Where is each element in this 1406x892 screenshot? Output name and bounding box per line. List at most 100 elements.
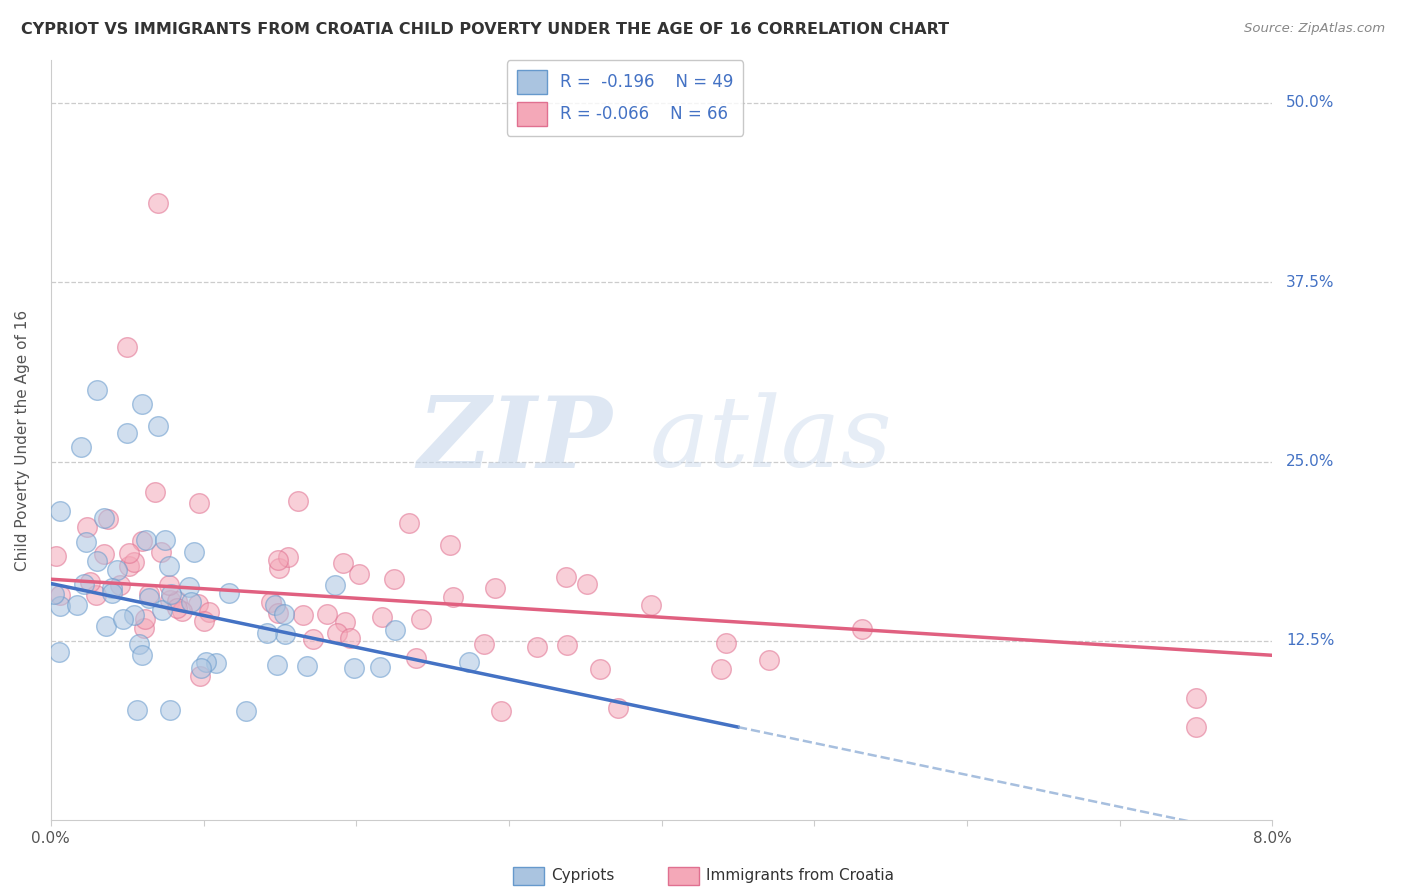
Point (45, 549, 67, 563)
Point (235, 704, 257, 718)
Point (49, 588, 72, 602)
Point (146, 418, 169, 433)
Point (640, 599, 662, 613)
Point (131, 397, 153, 411)
Point (316, 607, 339, 622)
Text: Cypriots: Cypriots (551, 869, 614, 883)
Point (302, 632, 325, 646)
Point (170, 603, 193, 617)
Point (124, 555, 146, 569)
Text: ZIP: ZIP (418, 392, 613, 488)
Point (138, 591, 160, 606)
Point (138, 587, 160, 601)
Point (193, 614, 215, 628)
Point (188, 669, 211, 683)
Point (368, 659, 391, 673)
Point (105, 563, 128, 577)
Point (72, 576, 94, 591)
Point (128, 637, 150, 651)
Point (554, 570, 576, 584)
Point (371, 609, 394, 624)
Point (112, 612, 135, 626)
Point (157, 578, 180, 592)
Point (115, 425, 138, 440)
Point (76, 520, 98, 534)
Point (1185, 690, 1208, 705)
Point (118, 558, 141, 573)
Point (187, 598, 209, 612)
Text: Source: ZipAtlas.com: Source: ZipAtlas.com (1244, 22, 1385, 36)
Point (94, 618, 117, 632)
Point (194, 655, 217, 669)
Point (260, 595, 283, 609)
Point (143, 484, 166, 499)
Point (153, 533, 176, 547)
Point (150, 545, 173, 559)
Point (101, 581, 124, 595)
Point (274, 627, 297, 641)
Legend: R =  -0.196    N = 49, R = -0.066    N = 66: R = -0.196 N = 49, R = -0.066 N = 66 (506, 61, 744, 136)
Point (179, 580, 201, 594)
Point (122, 607, 145, 622)
Point (256, 626, 278, 640)
Point (97, 511, 120, 525)
Point (277, 549, 299, 564)
Point (198, 605, 221, 619)
Point (159, 704, 181, 718)
Point (273, 607, 295, 621)
Point (382, 572, 405, 586)
Point (48, 504, 70, 518)
Point (86, 383, 108, 397)
Point (183, 544, 205, 558)
Point (458, 655, 481, 669)
Point (266, 607, 288, 621)
Point (101, 586, 124, 600)
Point (555, 638, 578, 652)
Point (333, 615, 356, 630)
Point (108, 578, 131, 592)
Point (484, 582, 506, 596)
Point (266, 657, 288, 672)
Text: atlas: atlas (650, 392, 893, 488)
Point (398, 516, 420, 530)
Point (264, 598, 287, 612)
Point (166, 593, 188, 607)
Point (441, 590, 464, 604)
Point (588, 662, 610, 676)
Point (115, 340, 138, 354)
Y-axis label: Child Poverty Under the Age of 16: Child Poverty Under the Age of 16 (15, 310, 30, 571)
Point (166, 601, 188, 615)
Point (146, 196, 169, 211)
Point (205, 656, 228, 670)
Point (66, 598, 89, 612)
Text: Immigrants from Croatia: Immigrants from Croatia (706, 869, 894, 883)
Text: 25.0%: 25.0% (1286, 454, 1334, 469)
Text: 50.0%: 50.0% (1286, 95, 1334, 111)
Point (851, 622, 873, 636)
Point (326, 625, 349, 640)
Point (472, 637, 495, 651)
Text: 12.5%: 12.5% (1286, 633, 1334, 648)
Point (287, 493, 309, 508)
Point (150, 603, 173, 617)
Text: CYPRIOT VS IMMIGRANTS FROM CROATIA CHILD POVERTY UNDER THE AGE OF 16 CORRELATION: CYPRIOT VS IMMIGRANTS FROM CROATIA CHILD… (21, 22, 949, 37)
Point (323, 577, 346, 591)
Point (526, 640, 548, 655)
Point (131, 648, 153, 662)
Point (131, 533, 153, 548)
Point (134, 612, 156, 626)
Point (135, 533, 157, 548)
Point (267, 560, 290, 574)
Point (190, 660, 212, 674)
Point (75, 534, 97, 549)
Point (347, 567, 370, 582)
Point (489, 704, 512, 718)
Point (118, 546, 141, 560)
Text: 37.5%: 37.5% (1286, 275, 1334, 290)
Point (439, 538, 461, 552)
Point (384, 624, 406, 638)
Point (157, 559, 180, 574)
Point (1185, 720, 1208, 734)
Point (86, 554, 108, 568)
Point (575, 576, 598, 591)
